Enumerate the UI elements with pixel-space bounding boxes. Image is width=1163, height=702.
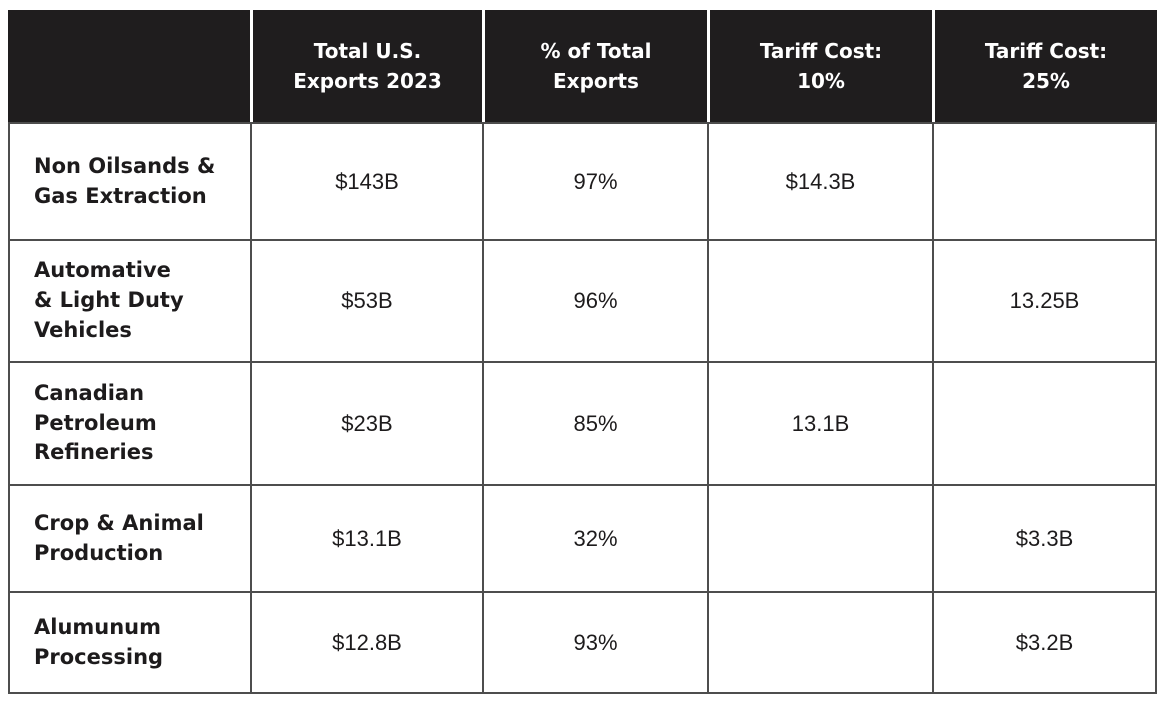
cell-pct: 97%: [482, 122, 707, 239]
table-row: Non Oilsands & Gas Extraction $143B 97% …: [8, 122, 1157, 239]
header-row: Total U.S. Exports 2023 % of Total Expor…: [8, 10, 1157, 122]
cell-tariff-25: $3.3B: [932, 484, 1157, 591]
table-row: Automative & Light Duty Vehicles $53B 96…: [8, 239, 1157, 361]
cell-tariff-25: 13.25B: [932, 239, 1157, 361]
cell-tariff-25: [932, 361, 1157, 484]
col-header-total-exports: Total U.S. Exports 2023: [250, 10, 482, 122]
cell-pct: 96%: [482, 239, 707, 361]
table-row: Canadian Petroleum Refineries $23B 85% 1…: [8, 361, 1157, 484]
cell-tariff-25: $3.2B: [932, 591, 1157, 694]
cell-pct: 93%: [482, 591, 707, 694]
cell-exports: $12.8B: [250, 591, 482, 694]
cell-tariff-10: [707, 484, 932, 591]
corner-header-cell: [8, 10, 250, 122]
cell-tariff-10: 13.1B: [707, 361, 932, 484]
cell-exports: $53B: [250, 239, 482, 361]
cell-exports: $23B: [250, 361, 482, 484]
cell-tariff-10: [707, 591, 932, 694]
row-label-non-oilsands: Non Oilsands & Gas Extraction: [8, 122, 250, 239]
row-label-automative: Automative & Light Duty Vehicles: [8, 239, 250, 361]
cell-exports: $13.1B: [250, 484, 482, 591]
cell-tariff-25: [932, 122, 1157, 239]
cell-pct: 85%: [482, 361, 707, 484]
table-row: Alumunum Processing $12.8B 93% $3.2B: [8, 591, 1157, 694]
cell-exports: $143B: [250, 122, 482, 239]
cell-pct: 32%: [482, 484, 707, 591]
row-label-crop-animal: Crop & Animal Production: [8, 484, 250, 591]
col-header-tariff-cost-10: Tariff Cost: 10%: [707, 10, 932, 122]
row-label-petroleum: Canadian Petroleum Refineries: [8, 361, 250, 484]
row-label-alumunum: Alumunum Processing: [8, 591, 250, 694]
cell-tariff-10: $14.3B: [707, 122, 932, 239]
col-header-tariff-cost-25: Tariff Cost: 25%: [932, 10, 1157, 122]
table-row: Crop & Animal Production $13.1B 32% $3.3…: [8, 484, 1157, 591]
cell-tariff-10: [707, 239, 932, 361]
col-header-pct-of-exports: % of Total Exports: [482, 10, 707, 122]
tariff-table: Total U.S. Exports 2023 % of Total Expor…: [8, 10, 1157, 694]
